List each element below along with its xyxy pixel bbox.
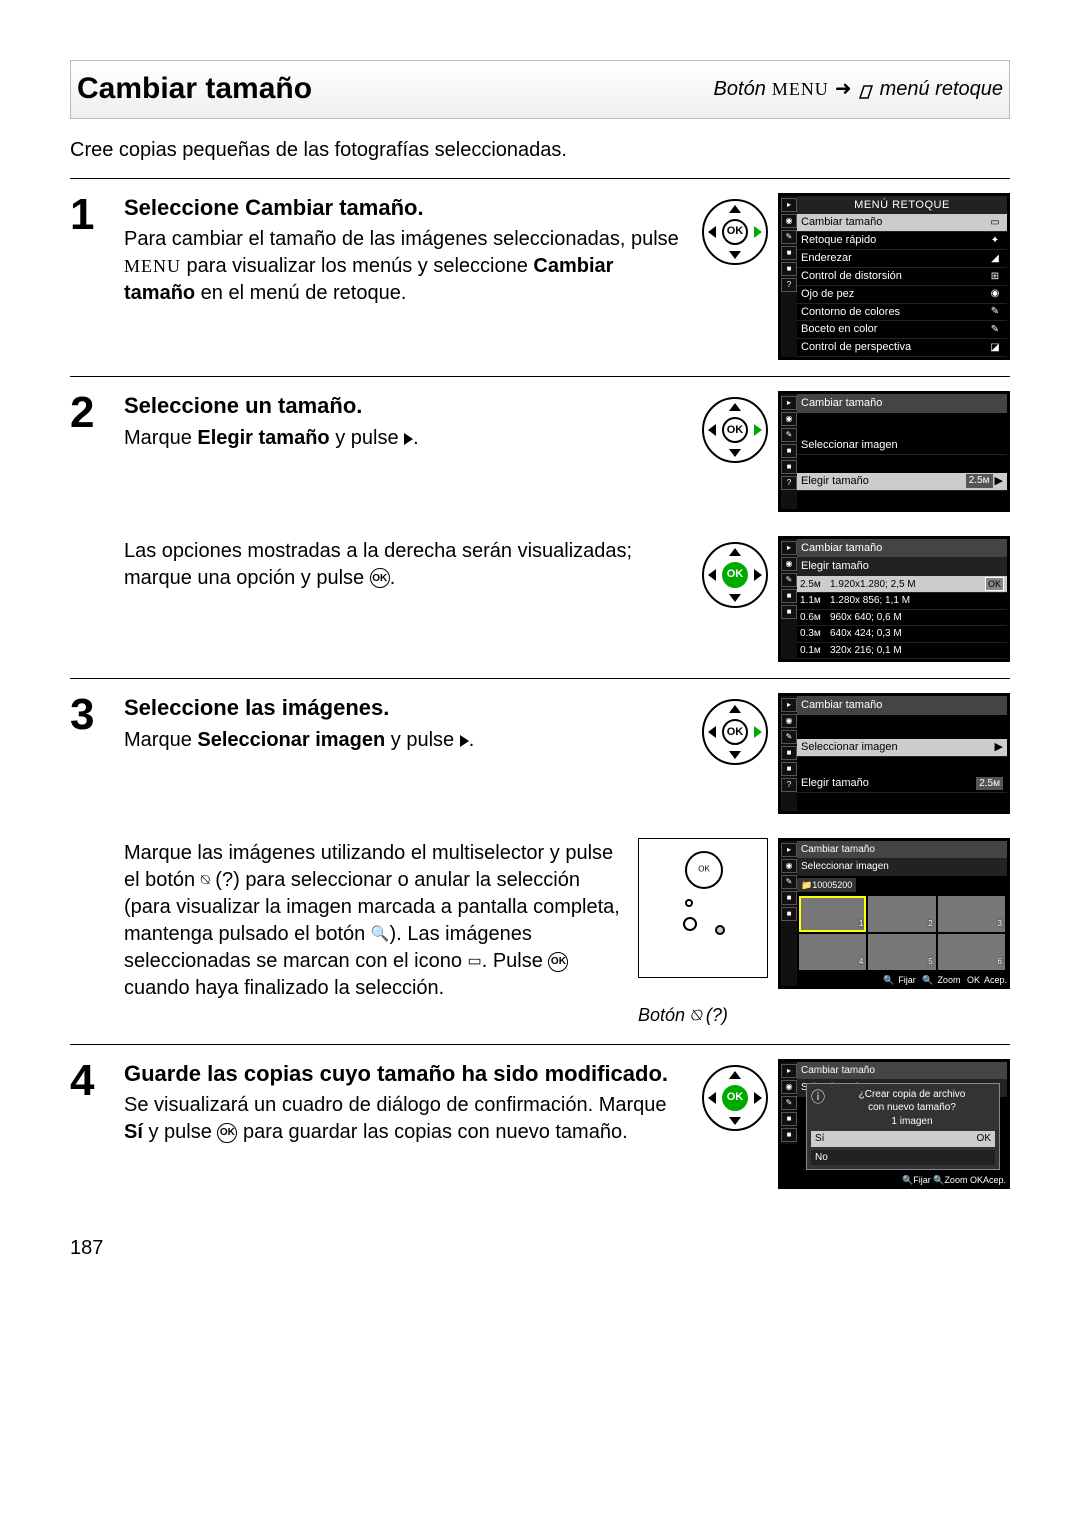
- lcd-size-row: 0.1ᴍ 320x 216; 0,1 M: [797, 643, 1007, 660]
- step-3-p2: Marque las imágenes utilizando el multis…: [124, 840, 622, 1002]
- lcd-footer: 🔍Fijar 🔍Zoom OKAcep.: [797, 972, 1007, 986]
- dialog-box: ⓘ ¿Crear copia de archivo con nuevo tama…: [806, 1083, 1000, 1171]
- step-2: 2 Seleccione un tamaño. Marque Elegir ta…: [70, 376, 1010, 678]
- camera-diagram: [638, 838, 768, 978]
- lcd-title: MENÚ RETOQUE: [797, 196, 1007, 215]
- step-number: 2: [70, 391, 108, 662]
- lcd-tabs: ▸◉✎■■?: [781, 196, 797, 358]
- menu-word: MENU: [772, 77, 829, 101]
- multiselector-dial: OK: [702, 199, 768, 265]
- thumbnail: 6: [938, 934, 1005, 970]
- step-1: 1 Seleccione Cambiar tamaño. Para cambia…: [70, 178, 1010, 377]
- lcd-row: Enderezar◢: [797, 250, 1007, 268]
- lcd-size-options: ▸◉✎■■ Cambiar tamaño Elegir tamaño 2.5ᴍ1…: [778, 536, 1010, 663]
- thumbnail: 5: [868, 934, 935, 970]
- left-arrow-icon: [708, 226, 716, 238]
- folder-label: 📁10005200: [797, 878, 856, 892]
- resize-mark-icon: ▭: [468, 953, 482, 970]
- lcd-row-selected: Elegir tamaño 2.5ᴍ ▶: [797, 473, 1007, 491]
- help-zoom-out-icon: ⍉: [690, 1005, 701, 1025]
- path-suffix: menú retoque: [880, 76, 1003, 103]
- step-number: 1: [70, 193, 108, 361]
- step-2-sub: Las opciones mostradas a la derecha será…: [124, 538, 686, 592]
- step-1-text: Para cambiar el tamaño de las imágenes s…: [124, 226, 686, 307]
- retouch-icon: [858, 81, 874, 97]
- lcd-row: Cambiar tamaño▭: [797, 214, 1007, 232]
- lcd-row-selected: Seleccionar imagen ▶: [797, 739, 1007, 757]
- lcd-size-row: 1.1ᴍ1.280x 856; 1,1 M: [797, 593, 1007, 610]
- multiselector-dial: OK: [702, 699, 768, 765]
- step-1-title: Seleccione Cambiar tamaño.: [124, 193, 686, 223]
- lcd-title: Cambiar tamaño: [797, 394, 1007, 413]
- thumbnail: 3: [938, 896, 1005, 932]
- section-header: Cambiar tamaño Botón MENU ➜ menú retoque: [70, 60, 1010, 119]
- lcd-select-image-menu: ▸◉✎■■? Cambiar tamaño Seleccionar imagen…: [778, 693, 1010, 814]
- multiselector-dial: OK: [702, 397, 768, 463]
- ok-icon: OK: [217, 1123, 237, 1143]
- section-title: Cambiar tamaño: [77, 69, 714, 110]
- lcd-row: Boceto en color✎: [797, 321, 1007, 339]
- ok-button-icon: OK: [722, 219, 748, 245]
- step-3-title: Seleccione las imágenes.: [124, 693, 686, 723]
- page-number: 187: [70, 1235, 1010, 1262]
- step-3: 3 Seleccione las imágenes. Marque Selecc…: [70, 678, 1010, 1043]
- menu-word: MENU: [124, 256, 181, 276]
- path-prefix: Botón: [714, 76, 766, 103]
- lcd-row: Ojo de pez◉: [797, 286, 1007, 304]
- step-4-text: Se visualizará un cuadro de diálogo de c…: [124, 1092, 686, 1146]
- alert-icon: ⓘ: [811, 1088, 825, 1107]
- multiselector-dial: OK: [702, 1065, 768, 1131]
- right-arrow-icon: [754, 226, 762, 238]
- multiselector-dial: OK: [702, 542, 768, 608]
- lcd-row: Elegir tamaño 2.5ᴍ: [797, 775, 1007, 793]
- lcd-size-row: 2.5ᴍ1.920x1.280; 2,5 MOK: [797, 576, 1007, 593]
- step-4: 4 Guarde las copias cuyo tamaño ha sido …: [70, 1044, 1010, 1205]
- lcd-row: Seleccionar imagen: [797, 437, 1007, 455]
- down-arrow-icon: [729, 251, 741, 259]
- lcd-size-row: 0.6ᴍ 960x 640; 0,6 M: [797, 610, 1007, 627]
- step-2-line1: Marque Elegir tamaño y pulse .: [124, 425, 686, 452]
- lcd-confirm-dialog: ▸◉✎■■ Cambiar tamaño Seleccionar imagen …: [778, 1059, 1010, 1189]
- dialog-option-no: No: [811, 1150, 995, 1166]
- right-triangle-icon: [404, 433, 413, 445]
- ok-icon: OK: [548, 952, 568, 972]
- lcd-retouch-menu: ▸◉✎■■? MENÚ RETOQUE Cambiar tamaño▭Retoq…: [778, 193, 1010, 361]
- zoom-icon: 🔍: [371, 926, 390, 943]
- lcd-size-row: 0.3ᴍ 640x 424; 0,3 M: [797, 626, 1007, 643]
- thumbnail: 1: [799, 896, 866, 932]
- help-zoom-out-icon: ⍉: [201, 872, 210, 889]
- step-2-title: Seleccione un tamaño.: [124, 391, 686, 421]
- up-arrow-icon: [729, 205, 741, 213]
- dialog-option-yes: SíOK: [811, 1131, 995, 1147]
- lcd-row: Contorno de colores✎: [797, 304, 1007, 322]
- lcd-thumbnail-grid: ▸◉✎■■ Cambiar tamaño Seleccionar imagen …: [778, 838, 1010, 989]
- lcd-footer: 🔍Fijar 🔍Zoom OKAcep.: [902, 1174, 1006, 1186]
- section-path: Botón MENU ➜ menú retoque: [714, 76, 1003, 103]
- step-number: 3: [70, 693, 108, 1027]
- step-number: 4: [70, 1059, 108, 1189]
- lcd-row: Control de distorsión⊞: [797, 268, 1007, 286]
- lcd-row: Control de perspectiva◪: [797, 339, 1007, 357]
- thumbnail: 2: [868, 896, 935, 932]
- lcd-size-menu: ▸◉✎■■? Cambiar tamaño Seleccionar imagen…: [778, 391, 1010, 512]
- right-triangle-icon: [460, 735, 469, 747]
- step-3-line1: Marque Seleccionar imagen y pulse .: [124, 727, 686, 754]
- thumbnail: 4: [799, 934, 866, 970]
- intro-text: Cree copias pequeñas de las fotografías …: [70, 137, 1010, 164]
- button-caption: Botón ⍉ (?): [638, 1003, 728, 1027]
- arrow-icon: ➜: [835, 76, 852, 103]
- step-4-title: Guarde las copias cuyo tamaño ha sido mo…: [124, 1059, 686, 1089]
- lcd-row: Retoque rápido✦: [797, 232, 1007, 250]
- ok-icon: OK: [370, 568, 390, 588]
